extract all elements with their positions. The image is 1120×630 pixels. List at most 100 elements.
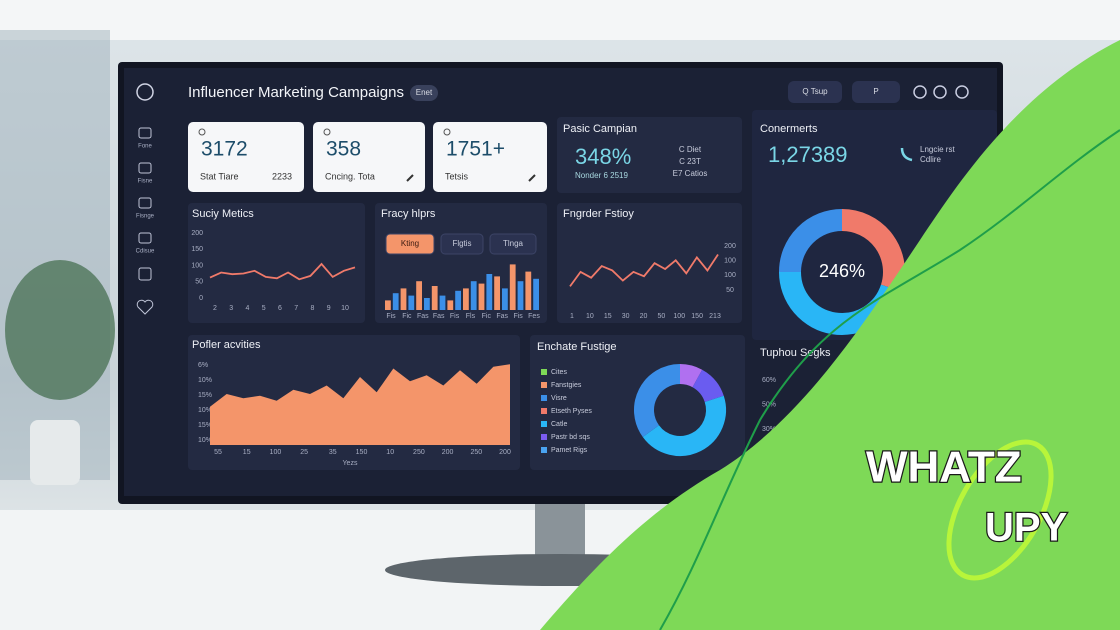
y-tick-label: 200 bbox=[191, 230, 203, 237]
x-tick-label: 20 bbox=[640, 313, 648, 320]
filter-button[interactable] bbox=[852, 81, 900, 103]
sidebar-icon[interactable] bbox=[138, 127, 152, 139]
y-tick-label: 200 bbox=[724, 243, 736, 250]
badge-text: Enet bbox=[416, 88, 433, 97]
tab[interactable] bbox=[440, 233, 484, 255]
bar bbox=[463, 288, 469, 310]
legend-label: Visre bbox=[551, 395, 567, 402]
sidebar-label: Fone bbox=[138, 144, 152, 150]
panel-title: Enchate Fustige bbox=[537, 341, 617, 353]
kpi-icon bbox=[323, 128, 331, 136]
y-tick-label: 15% bbox=[198, 392, 212, 399]
green-overlay bbox=[540, 40, 1120, 630]
bar bbox=[392, 293, 399, 310]
x-tick-label: 25 bbox=[300, 449, 308, 456]
x-tick-label: 200 bbox=[442, 449, 454, 456]
kpi-label: Cncing. Tota bbox=[325, 171, 375, 181]
header-icon[interactable] bbox=[913, 85, 927, 99]
tab-label: Tlnga bbox=[503, 239, 524, 248]
kpi-value: 358 bbox=[326, 138, 361, 161]
legend-swatch bbox=[541, 408, 547, 414]
y-tick-label: 50 bbox=[726, 287, 734, 294]
bar bbox=[517, 281, 524, 310]
bar bbox=[439, 295, 446, 310]
donut-segment bbox=[679, 364, 703, 388]
x-tick-label: 5 bbox=[262, 305, 266, 312]
heart-icon[interactable] bbox=[136, 299, 154, 315]
bar bbox=[416, 281, 422, 310]
x-tick-label: 2 bbox=[213, 305, 217, 312]
sidebar-label: Fisnge bbox=[136, 214, 155, 220]
bar bbox=[455, 290, 461, 310]
sidebar-icon[interactable] bbox=[138, 197, 152, 209]
legend-label: Fanstgies bbox=[551, 382, 582, 389]
comments-note: Cdlire bbox=[920, 155, 941, 164]
x-tick-label: 3 bbox=[229, 305, 233, 312]
sidebar-icon[interactable] bbox=[138, 267, 152, 281]
legend-label: Pastr bd sqs bbox=[551, 434, 590, 441]
x-tick-label: 8 bbox=[311, 305, 315, 312]
bar bbox=[509, 264, 516, 310]
y-tick-label: 10% bbox=[198, 377, 212, 384]
header-icon[interactable] bbox=[933, 85, 947, 99]
x-tick-label: 4 bbox=[246, 305, 250, 312]
x-tick-label: 1 bbox=[570, 313, 574, 320]
legend-label: Pamet Rigs bbox=[551, 447, 588, 454]
x-tick-label: 10 bbox=[386, 449, 394, 456]
logo-text: UPY bbox=[985, 506, 1068, 550]
kpi-label: Stat Tiare bbox=[200, 171, 239, 181]
stand bbox=[535, 500, 585, 560]
y-tick-label: 50 bbox=[195, 279, 203, 286]
panel-title: Conermerts bbox=[760, 123, 818, 135]
x-tick-label: Fas bbox=[496, 313, 508, 320]
panel bbox=[557, 203, 742, 323]
x-axis-label: Yezs bbox=[343, 460, 358, 467]
tab-label: Kting bbox=[401, 239, 419, 248]
x-tick-label: Fic bbox=[402, 313, 412, 320]
panel-title: Fracy hlprs bbox=[381, 208, 436, 220]
campaign-stat: E7 Catios bbox=[673, 169, 708, 178]
search-button[interactable] bbox=[788, 81, 842, 103]
x-tick-label: Fis bbox=[513, 313, 523, 320]
plant bbox=[5, 260, 115, 400]
x-tick-label: 35 bbox=[329, 449, 337, 456]
bar bbox=[408, 295, 415, 310]
y-tick-label: 15% bbox=[198, 422, 212, 429]
x-tick-label: 250 bbox=[470, 449, 482, 456]
x-tick-label: 10 bbox=[586, 313, 594, 320]
panel-title: Tuphou Segks bbox=[760, 347, 831, 359]
header-icon[interactable] bbox=[955, 85, 969, 99]
y-tick-label: 0 bbox=[199, 295, 203, 302]
badge bbox=[410, 85, 438, 101]
sidebar-label: Cdisue bbox=[136, 249, 155, 255]
tab[interactable] bbox=[385, 233, 435, 255]
kpi-edit bbox=[528, 174, 536, 182]
donut-value: 246% bbox=[819, 261, 865, 281]
panel-title: Pasic Campian bbox=[563, 123, 637, 135]
comments-value: 1,27389 bbox=[768, 142, 848, 167]
x-tick-label: 100 bbox=[270, 449, 282, 456]
x-tick-label: Fas bbox=[433, 313, 445, 320]
legend-swatch bbox=[541, 447, 547, 453]
x-tick-label: 50 bbox=[657, 313, 665, 320]
overlay-curve bbox=[659, 129, 1120, 630]
donut-segment bbox=[634, 364, 681, 438]
bar bbox=[533, 278, 539, 310]
y-tick-label: 6% bbox=[198, 362, 208, 369]
donut-segment bbox=[841, 209, 905, 292]
x-tick-label: 15 bbox=[243, 449, 251, 456]
sidebar-icon[interactable] bbox=[138, 162, 152, 174]
y-tick-label: 10% bbox=[198, 437, 212, 444]
legend-swatch bbox=[541, 382, 547, 388]
bar bbox=[385, 300, 391, 310]
kpi-label: Tetsis bbox=[445, 171, 469, 181]
line bbox=[569, 254, 719, 287]
tab-label: Flgtis bbox=[452, 239, 471, 248]
line bbox=[209, 262, 356, 281]
filter-text: P bbox=[873, 87, 878, 96]
legend-swatch bbox=[541, 421, 547, 427]
x-tick-label: Fis bbox=[450, 313, 460, 320]
tab[interactable] bbox=[489, 233, 537, 255]
kpi-value: 3172 bbox=[201, 138, 248, 161]
sidebar-icon[interactable] bbox=[138, 232, 152, 244]
